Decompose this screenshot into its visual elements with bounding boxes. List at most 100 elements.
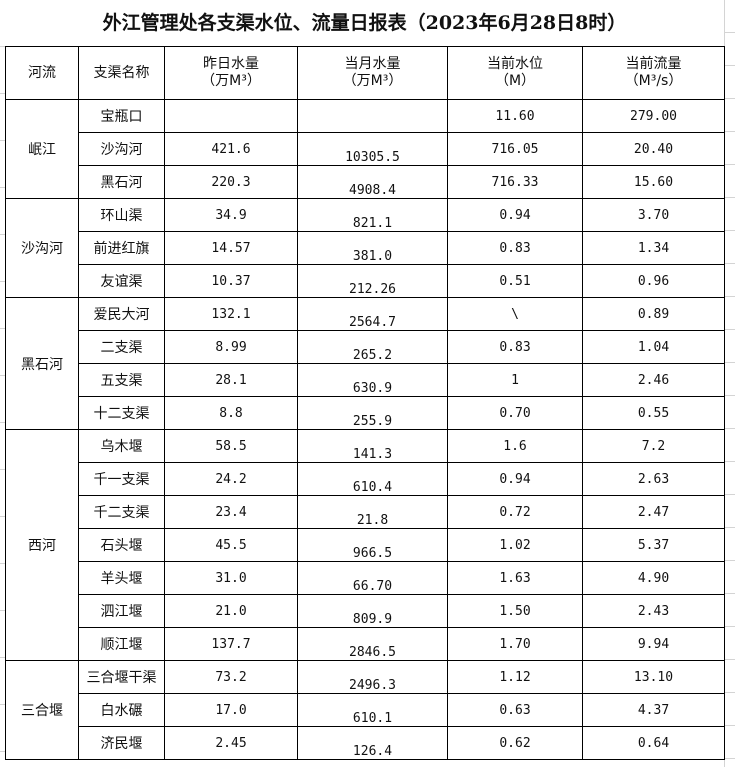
month-volume-cell[interactable]: 212.26 <box>297 264 448 298</box>
yesterday-volume-cell[interactable]: 17.0 <box>164 693 298 727</box>
flow-rate-cell[interactable]: 2.43 <box>582 594 725 628</box>
yesterday-volume-cell[interactable]: 8.8 <box>164 396 298 430</box>
yesterday-volume-cell[interactable]: 73.2 <box>164 660 298 694</box>
yesterday-volume-cell[interactable]: 2.45 <box>164 726 298 760</box>
water-level-cell[interactable]: 716.33 <box>447 165 583 199</box>
water-level-cell[interactable]: 0.94 <box>447 462 583 496</box>
yesterday-volume-cell[interactable]: 24.2 <box>164 462 298 496</box>
flow-rate-cell[interactable]: 1.34 <box>582 231 725 265</box>
yesterday-volume-cell[interactable]: 34.9 <box>164 198 298 232</box>
month-volume-cell[interactable]: 126.4 <box>297 726 448 760</box>
canal-name-cell[interactable]: 石头堰 <box>78 528 165 562</box>
yesterday-volume-cell[interactable]: 21.0 <box>164 594 298 628</box>
flow-rate-cell[interactable]: 0.89 <box>582 297 725 331</box>
flow-rate-cell[interactable]: 2.63 <box>582 462 725 496</box>
canal-name-cell[interactable]: 泗江堰 <box>78 594 165 628</box>
yesterday-volume-cell[interactable]: 31.0 <box>164 561 298 595</box>
yesterday-volume-cell[interactable]: 28.1 <box>164 363 298 397</box>
canal-name-cell[interactable]: 沙沟河 <box>78 132 165 166</box>
month-volume-cell[interactable]: 381.0 <box>297 231 448 265</box>
flow-rate-cell[interactable]: 4.90 <box>582 561 725 595</box>
water-level-cell[interactable]: \ <box>447 297 583 331</box>
header-level[interactable]: 当前水位 （M） <box>447 46 583 100</box>
water-level-cell[interactable]: 11.60 <box>447 99 583 133</box>
canal-name-cell[interactable]: 羊头堰 <box>78 561 165 595</box>
canal-name-cell[interactable]: 千一支渠 <box>78 462 165 496</box>
header-yesterday[interactable]: 昨日水量 （万M³） <box>164 46 298 100</box>
flow-rate-cell[interactable]: 13.10 <box>582 660 725 694</box>
water-level-cell[interactable]: 0.83 <box>447 231 583 265</box>
flow-rate-cell[interactable]: 2.47 <box>582 495 725 529</box>
canal-name-cell[interactable]: 济民堰 <box>78 726 165 760</box>
month-volume-cell[interactable]: 66.70 <box>297 561 448 595</box>
flow-rate-cell[interactable]: 4.37 <box>582 693 725 727</box>
yesterday-volume-cell[interactable]: 58.5 <box>164 429 298 463</box>
river-cell[interactable]: 黑石河 <box>5 297 79 430</box>
river-cell[interactable]: 三合堰 <box>5 660 79 760</box>
canal-name-cell[interactable]: 二支渠 <box>78 330 165 364</box>
water-level-cell[interactable]: 1 <box>447 363 583 397</box>
water-level-cell[interactable]: 716.05 <box>447 132 583 166</box>
flow-rate-cell[interactable]: 15.60 <box>582 165 725 199</box>
yesterday-volume-cell[interactable]: 137.7 <box>164 627 298 661</box>
month-volume-cell[interactable]: 255.9 <box>297 396 448 430</box>
flow-rate-cell[interactable]: 2.46 <box>582 363 725 397</box>
header-month[interactable]: 当月水量 （万M³） <box>297 46 448 100</box>
canal-name-cell[interactable]: 环山渠 <box>78 198 165 232</box>
water-level-cell[interactable]: 0.70 <box>447 396 583 430</box>
water-level-cell[interactable]: 0.94 <box>447 198 583 232</box>
water-level-cell[interactable]: 0.51 <box>447 264 583 298</box>
month-volume-cell[interactable]: 610.1 <box>297 693 448 727</box>
yesterday-volume-cell[interactable]: 10.37 <box>164 264 298 298</box>
month-volume-cell[interactable]: 2846.5 <box>297 627 448 661</box>
yesterday-volume-cell[interactable] <box>164 99 298 133</box>
water-level-cell[interactable]: 1.12 <box>447 660 583 694</box>
canal-name-cell[interactable]: 五支渠 <box>78 363 165 397</box>
river-cell[interactable]: 沙沟河 <box>5 198 79 298</box>
month-volume-cell[interactable]: 809.9 <box>297 594 448 628</box>
flow-rate-cell[interactable]: 7.2 <box>582 429 725 463</box>
flow-rate-cell[interactable]: 279.00 <box>582 99 725 133</box>
header-flow[interactable]: 当前流量 （M³/s） <box>582 46 725 100</box>
yesterday-volume-cell[interactable]: 14.57 <box>164 231 298 265</box>
month-volume-cell[interactable]: 821.1 <box>297 198 448 232</box>
canal-name-cell[interactable]: 千二支渠 <box>78 495 165 529</box>
month-volume-cell[interactable]: 966.5 <box>297 528 448 562</box>
river-cell[interactable]: 岷江 <box>5 99 79 199</box>
yesterday-volume-cell[interactable]: 23.4 <box>164 495 298 529</box>
water-level-cell[interactable]: 1.50 <box>447 594 583 628</box>
water-level-cell[interactable]: 0.62 <box>447 726 583 760</box>
month-volume-cell[interactable]: 2496.3 <box>297 660 448 694</box>
flow-rate-cell[interactable]: 9.94 <box>582 627 725 661</box>
canal-name-cell[interactable]: 白水碾 <box>78 693 165 727</box>
month-volume-cell[interactable]: 630.9 <box>297 363 448 397</box>
yesterday-volume-cell[interactable]: 45.5 <box>164 528 298 562</box>
canal-name-cell[interactable]: 十二支渠 <box>78 396 165 430</box>
month-volume-cell[interactable]: 265.2 <box>297 330 448 364</box>
flow-rate-cell[interactable]: 0.55 <box>582 396 725 430</box>
river-cell[interactable]: 西河 <box>5 429 79 661</box>
water-level-cell[interactable]: 1.6 <box>447 429 583 463</box>
canal-name-cell[interactable]: 三合堰干渠 <box>78 660 165 694</box>
month-volume-cell[interactable]: 21.8 <box>297 495 448 529</box>
flow-rate-cell[interactable]: 1.04 <box>582 330 725 364</box>
canal-name-cell[interactable]: 友谊渠 <box>78 264 165 298</box>
flow-rate-cell[interactable]: 0.64 <box>582 726 725 760</box>
yesterday-volume-cell[interactable]: 220.3 <box>164 165 298 199</box>
canal-name-cell[interactable]: 宝瓶口 <box>78 99 165 133</box>
canal-name-cell[interactable]: 黑石河 <box>78 165 165 199</box>
month-volume-cell[interactable]: 4908.4 <box>297 165 448 199</box>
month-volume-cell[interactable]: 610.4 <box>297 462 448 496</box>
canal-name-cell[interactable]: 爱民大河 <box>78 297 165 331</box>
yesterday-volume-cell[interactable]: 421.6 <box>164 132 298 166</box>
water-level-cell[interactable]: 0.83 <box>447 330 583 364</box>
header-river[interactable]: 河流 <box>5 46 79 100</box>
month-volume-cell[interactable] <box>297 99 448 133</box>
water-level-cell[interactable]: 1.63 <box>447 561 583 595</box>
water-level-cell[interactable]: 1.70 <box>447 627 583 661</box>
canal-name-cell[interactable]: 顺江堰 <box>78 627 165 661</box>
water-level-cell[interactable]: 0.72 <box>447 495 583 529</box>
flow-rate-cell[interactable]: 20.40 <box>582 132 725 166</box>
flow-rate-cell[interactable]: 3.70 <box>582 198 725 232</box>
header-canal[interactable]: 支渠名称 <box>78 46 165 100</box>
